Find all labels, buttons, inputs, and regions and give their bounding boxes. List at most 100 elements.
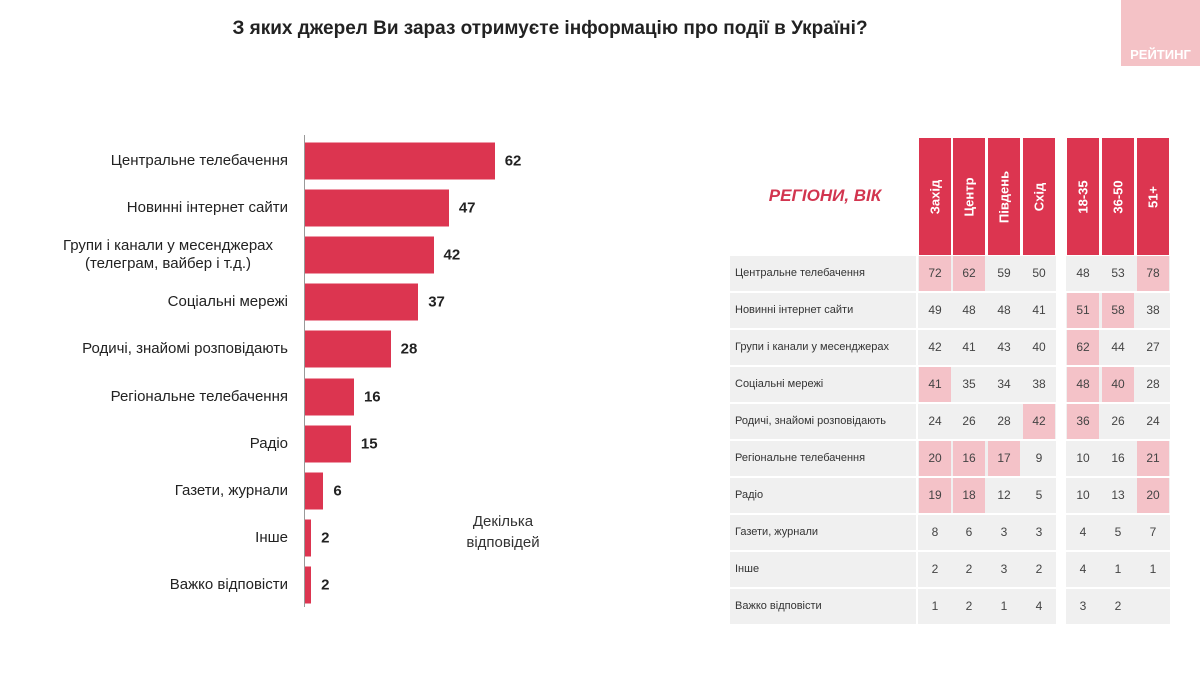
table-cell: 3 bbox=[1000, 562, 1008, 576]
table-cell: 19 bbox=[919, 478, 951, 513]
chart-title: З яких джерел Ви зараз отримуєте інформа… bbox=[232, 18, 868, 39]
row-label: Радіо bbox=[735, 489, 764, 501]
table-cell: 17 bbox=[988, 441, 1020, 476]
table-cell: 42 bbox=[928, 340, 942, 354]
column-header-label: Схід bbox=[1031, 182, 1047, 211]
table-cell: 27 bbox=[1146, 340, 1160, 354]
column-header: Центр bbox=[953, 138, 985, 255]
bar bbox=[305, 472, 324, 510]
table-cell: 59 bbox=[997, 266, 1011, 280]
table-cell: 4 bbox=[1079, 562, 1087, 576]
column-header: 36-50 bbox=[1102, 138, 1134, 255]
table-title: РЕГІОНИ, ВІК bbox=[768, 186, 882, 205]
column-gap bbox=[1056, 256, 1066, 626]
table-cell: 41 bbox=[919, 367, 951, 402]
category-label: Радіо bbox=[249, 434, 288, 452]
category-label: Групи і канали у месенджерах (телеграм, … bbox=[62, 237, 274, 273]
table-cell: 43 bbox=[997, 340, 1011, 354]
table-cell: 6 bbox=[965, 525, 973, 539]
table-cell: 9 bbox=[1035, 451, 1043, 465]
table-cell: 72 bbox=[919, 256, 951, 291]
row-label: Соціальні мережі bbox=[735, 378, 824, 390]
column-header: 51+ bbox=[1137, 138, 1169, 255]
table-cell: 49 bbox=[928, 303, 942, 317]
row-label: Групи і канали у месенджерах bbox=[735, 341, 890, 353]
table-cell: 53 bbox=[1111, 266, 1125, 280]
table-cell: 13 bbox=[1111, 488, 1125, 502]
table-cell: 38 bbox=[1032, 377, 1046, 391]
y-axis-line bbox=[304, 135, 305, 607]
column-header-label: 36-50 bbox=[1110, 179, 1126, 214]
bar bbox=[305, 330, 391, 368]
row-label: Інше bbox=[735, 563, 760, 575]
table-cell: 2 bbox=[965, 562, 973, 576]
category-label: Соціальні мережі bbox=[167, 293, 288, 311]
table-cell: 41 bbox=[962, 340, 976, 354]
logo-text: РЕЙТИНГ bbox=[1130, 47, 1191, 62]
table-cell: 62 bbox=[953, 256, 985, 291]
data-label: 6 bbox=[333, 482, 342, 500]
data-label: 2 bbox=[321, 576, 330, 594]
bar bbox=[305, 519, 312, 557]
table-cell: 2 bbox=[1114, 599, 1122, 613]
table-cell: 38 bbox=[1146, 303, 1160, 317]
table-row bbox=[730, 515, 1170, 550]
category-label: Інше bbox=[255, 528, 288, 546]
data-label: 37 bbox=[428, 293, 445, 311]
table-cell: 5 bbox=[1035, 488, 1043, 502]
category-label: Новинні інтернет сайти bbox=[126, 199, 288, 217]
table-cell: 48 bbox=[1067, 367, 1099, 402]
table-cell: 16 bbox=[1111, 451, 1125, 465]
category-label: Регіональне телебачення bbox=[110, 387, 288, 405]
row-label: Важко відповісти bbox=[735, 600, 822, 612]
bar bbox=[305, 283, 419, 321]
table-cell: 26 bbox=[1111, 414, 1125, 428]
bar bbox=[305, 236, 434, 274]
table-cell bbox=[1137, 589, 1169, 624]
data-label: 15 bbox=[360, 435, 378, 453]
table-cell: 28 bbox=[1146, 377, 1160, 391]
note: Декілька відповідей bbox=[466, 513, 540, 551]
table-cell: 21 bbox=[1137, 441, 1169, 476]
bar bbox=[305, 378, 354, 415]
table-cell: 26 bbox=[962, 414, 976, 428]
table-cell: 20 bbox=[919, 441, 951, 476]
table-row bbox=[730, 589, 1170, 624]
column-header: 18-35 bbox=[1067, 138, 1099, 255]
divider bbox=[916, 256, 918, 626]
table-cell: 50 bbox=[1032, 266, 1046, 280]
table-cell: 3 bbox=[1079, 599, 1087, 613]
table-cell: 42 bbox=[1023, 404, 1055, 439]
table-cell: 36 bbox=[1067, 404, 1099, 439]
table-cell: 2 bbox=[1035, 562, 1043, 576]
table-cell: 1 bbox=[1149, 562, 1157, 576]
table-cell: 10 bbox=[1076, 451, 1090, 465]
table-cell: 2 bbox=[931, 562, 939, 576]
table-cell: 40 bbox=[1032, 340, 1046, 354]
table-cell: 48 bbox=[997, 303, 1011, 317]
table-cell: 3 bbox=[1035, 525, 1043, 539]
row-label: Центральне телебачення bbox=[735, 267, 865, 279]
column-header: Південь bbox=[988, 138, 1020, 255]
table-cell: 51 bbox=[1067, 293, 1099, 328]
data-label: 2 bbox=[321, 529, 330, 547]
data-label: 28 bbox=[400, 340, 418, 358]
category-label: Центральне телебачення bbox=[110, 152, 288, 169]
table-cell: 40 bbox=[1102, 367, 1134, 402]
column-header: Схід bbox=[1023, 138, 1055, 255]
bar bbox=[305, 189, 449, 227]
table-cell: 1 bbox=[931, 599, 939, 613]
column-header-label: 18-35 bbox=[1075, 179, 1091, 214]
category-label: Важко відповісти bbox=[169, 575, 288, 593]
column-header: Захід bbox=[919, 138, 951, 255]
table-cell: 24 bbox=[928, 414, 942, 428]
category-label: Газети, журнали bbox=[174, 481, 288, 499]
table-cell: 18 bbox=[953, 478, 985, 513]
column-header-label: 51+ bbox=[1145, 185, 1161, 208]
table-cell: 1 bbox=[1000, 599, 1008, 613]
rating-logo: РЕЙТИНГ bbox=[1121, 0, 1200, 66]
table-cell: 16 bbox=[953, 441, 985, 476]
table-row bbox=[730, 552, 1170, 587]
data-label: 16 bbox=[363, 388, 381, 405]
data-label: 42 bbox=[443, 246, 461, 264]
